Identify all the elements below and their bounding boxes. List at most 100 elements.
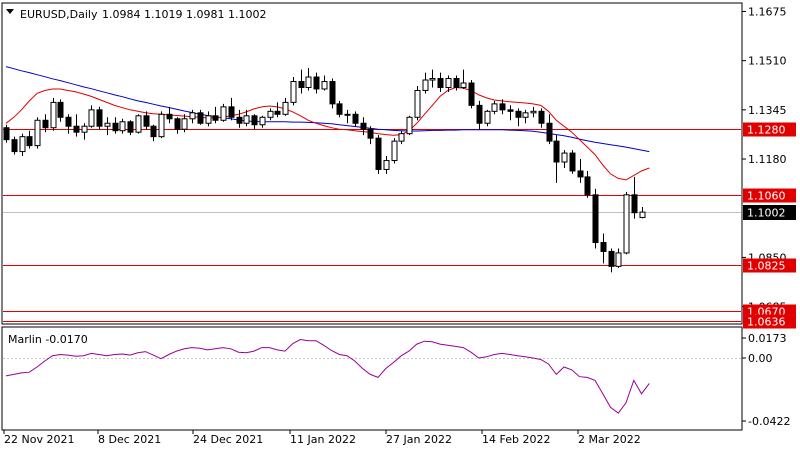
candle <box>189 109 196 124</box>
candle <box>367 126 374 145</box>
candle <box>437 72 444 92</box>
candle-body-bear <box>65 116 72 127</box>
candle <box>197 109 204 125</box>
candle-body-bear <box>11 139 18 153</box>
candle-body-bear <box>352 113 359 124</box>
candle-body-bear <box>3 127 10 141</box>
dropdown-triangle-icon[interactable] <box>6 9 14 14</box>
time-tick-label: 11 Jan 2022 <box>290 433 356 446</box>
ohlc-values: 1.0984 1.1019 1.0981 1.1002 <box>102 8 266 21</box>
candle <box>34 117 41 149</box>
candle <box>623 191 630 255</box>
candle-body-bear <box>212 115 219 121</box>
candle-body-bear <box>553 140 560 163</box>
candle-body-bear <box>96 109 103 127</box>
candle-body-bull <box>189 112 196 120</box>
candle <box>406 115 413 136</box>
candle <box>181 114 188 133</box>
candle <box>429 69 436 88</box>
candle <box>112 117 119 134</box>
candle <box>290 77 297 106</box>
candle-body-bear <box>515 110 522 118</box>
candle-body-bear <box>57 101 64 118</box>
candle <box>150 124 157 142</box>
candle <box>453 75 460 91</box>
candle-body-bull <box>34 119 41 147</box>
candle <box>592 188 599 249</box>
level-label: 1.0825 <box>747 260 786 273</box>
candle-body-bear <box>600 242 607 252</box>
candle-body-bear <box>360 122 367 130</box>
level-label: 1.1280 <box>747 124 786 137</box>
indicator-tick-zero: 0.00 <box>748 352 773 365</box>
candle <box>414 85 421 121</box>
ma-fast-line <box>5 86 650 181</box>
candle <box>515 108 522 127</box>
current-price-tag: 1.1002 <box>743 205 796 220</box>
candle-body-bull <box>615 252 622 267</box>
candle-body-bull <box>391 140 398 162</box>
candle-body-bull <box>181 118 188 130</box>
candle-body-bear <box>329 81 336 105</box>
candle-body-bear <box>592 194 599 244</box>
candle <box>158 111 165 139</box>
candle <box>553 135 560 183</box>
candle <box>344 109 351 124</box>
candle <box>236 109 243 128</box>
candle <box>205 111 212 127</box>
candle <box>398 130 405 145</box>
candle <box>88 105 95 128</box>
candle-body-bear <box>236 116 243 124</box>
candle-body-bear <box>42 119 49 129</box>
price-tick-label: 1.1510 <box>748 55 787 68</box>
level-tag <box>743 314 796 329</box>
candle <box>600 233 607 264</box>
candle <box>259 115 266 128</box>
candle-body-bull <box>639 211 646 218</box>
candle <box>569 150 576 174</box>
candle-body-bear <box>375 137 382 170</box>
candle <box>65 114 72 134</box>
candle-body-bear <box>546 122 553 142</box>
candle-body-bear <box>499 103 506 111</box>
indicator-tick-bottom: -0.0422 <box>748 415 790 428</box>
candle <box>383 156 390 174</box>
symbol-title: EURUSD,Daily <box>20 8 98 21</box>
candle <box>561 150 568 168</box>
candle-body-bull <box>414 89 421 118</box>
candle-body-bull <box>623 194 630 254</box>
candle-body-bear <box>251 115 258 126</box>
candle <box>267 108 274 121</box>
candle-body-bear <box>26 136 33 147</box>
candle-body-bear <box>274 110 281 115</box>
candle <box>19 133 26 157</box>
candle <box>639 207 646 219</box>
level-tag <box>743 122 796 137</box>
price-tick-label: 1.1345 <box>748 104 787 117</box>
candle-body-bull <box>104 122 111 127</box>
candle-body-bear <box>476 104 483 124</box>
candle <box>220 103 227 122</box>
candle-body-bull <box>267 110 274 118</box>
candle-body-bull <box>522 112 529 118</box>
candle-body-bull <box>383 160 390 170</box>
time-tick-label: 27 Jan 2022 <box>386 433 452 446</box>
candle-body-bull <box>305 76 312 88</box>
current-price-label: 1.1002 <box>747 207 786 220</box>
candle-body-bear <box>228 106 235 118</box>
candle <box>507 105 514 121</box>
candle <box>305 68 312 91</box>
candle <box>422 72 429 94</box>
candle <box>608 248 615 273</box>
candle-body-bull <box>460 82 467 88</box>
candle-body-bull <box>429 78 436 81</box>
candle <box>251 114 258 130</box>
candle <box>243 109 250 127</box>
candle <box>577 159 584 183</box>
candle-body-bear <box>197 112 204 124</box>
time-tick-label: 24 Dec 2021 <box>193 433 263 446</box>
candle <box>174 117 181 134</box>
level-tag <box>743 258 796 273</box>
candle-body-bear <box>437 78 444 88</box>
candle <box>96 106 103 130</box>
